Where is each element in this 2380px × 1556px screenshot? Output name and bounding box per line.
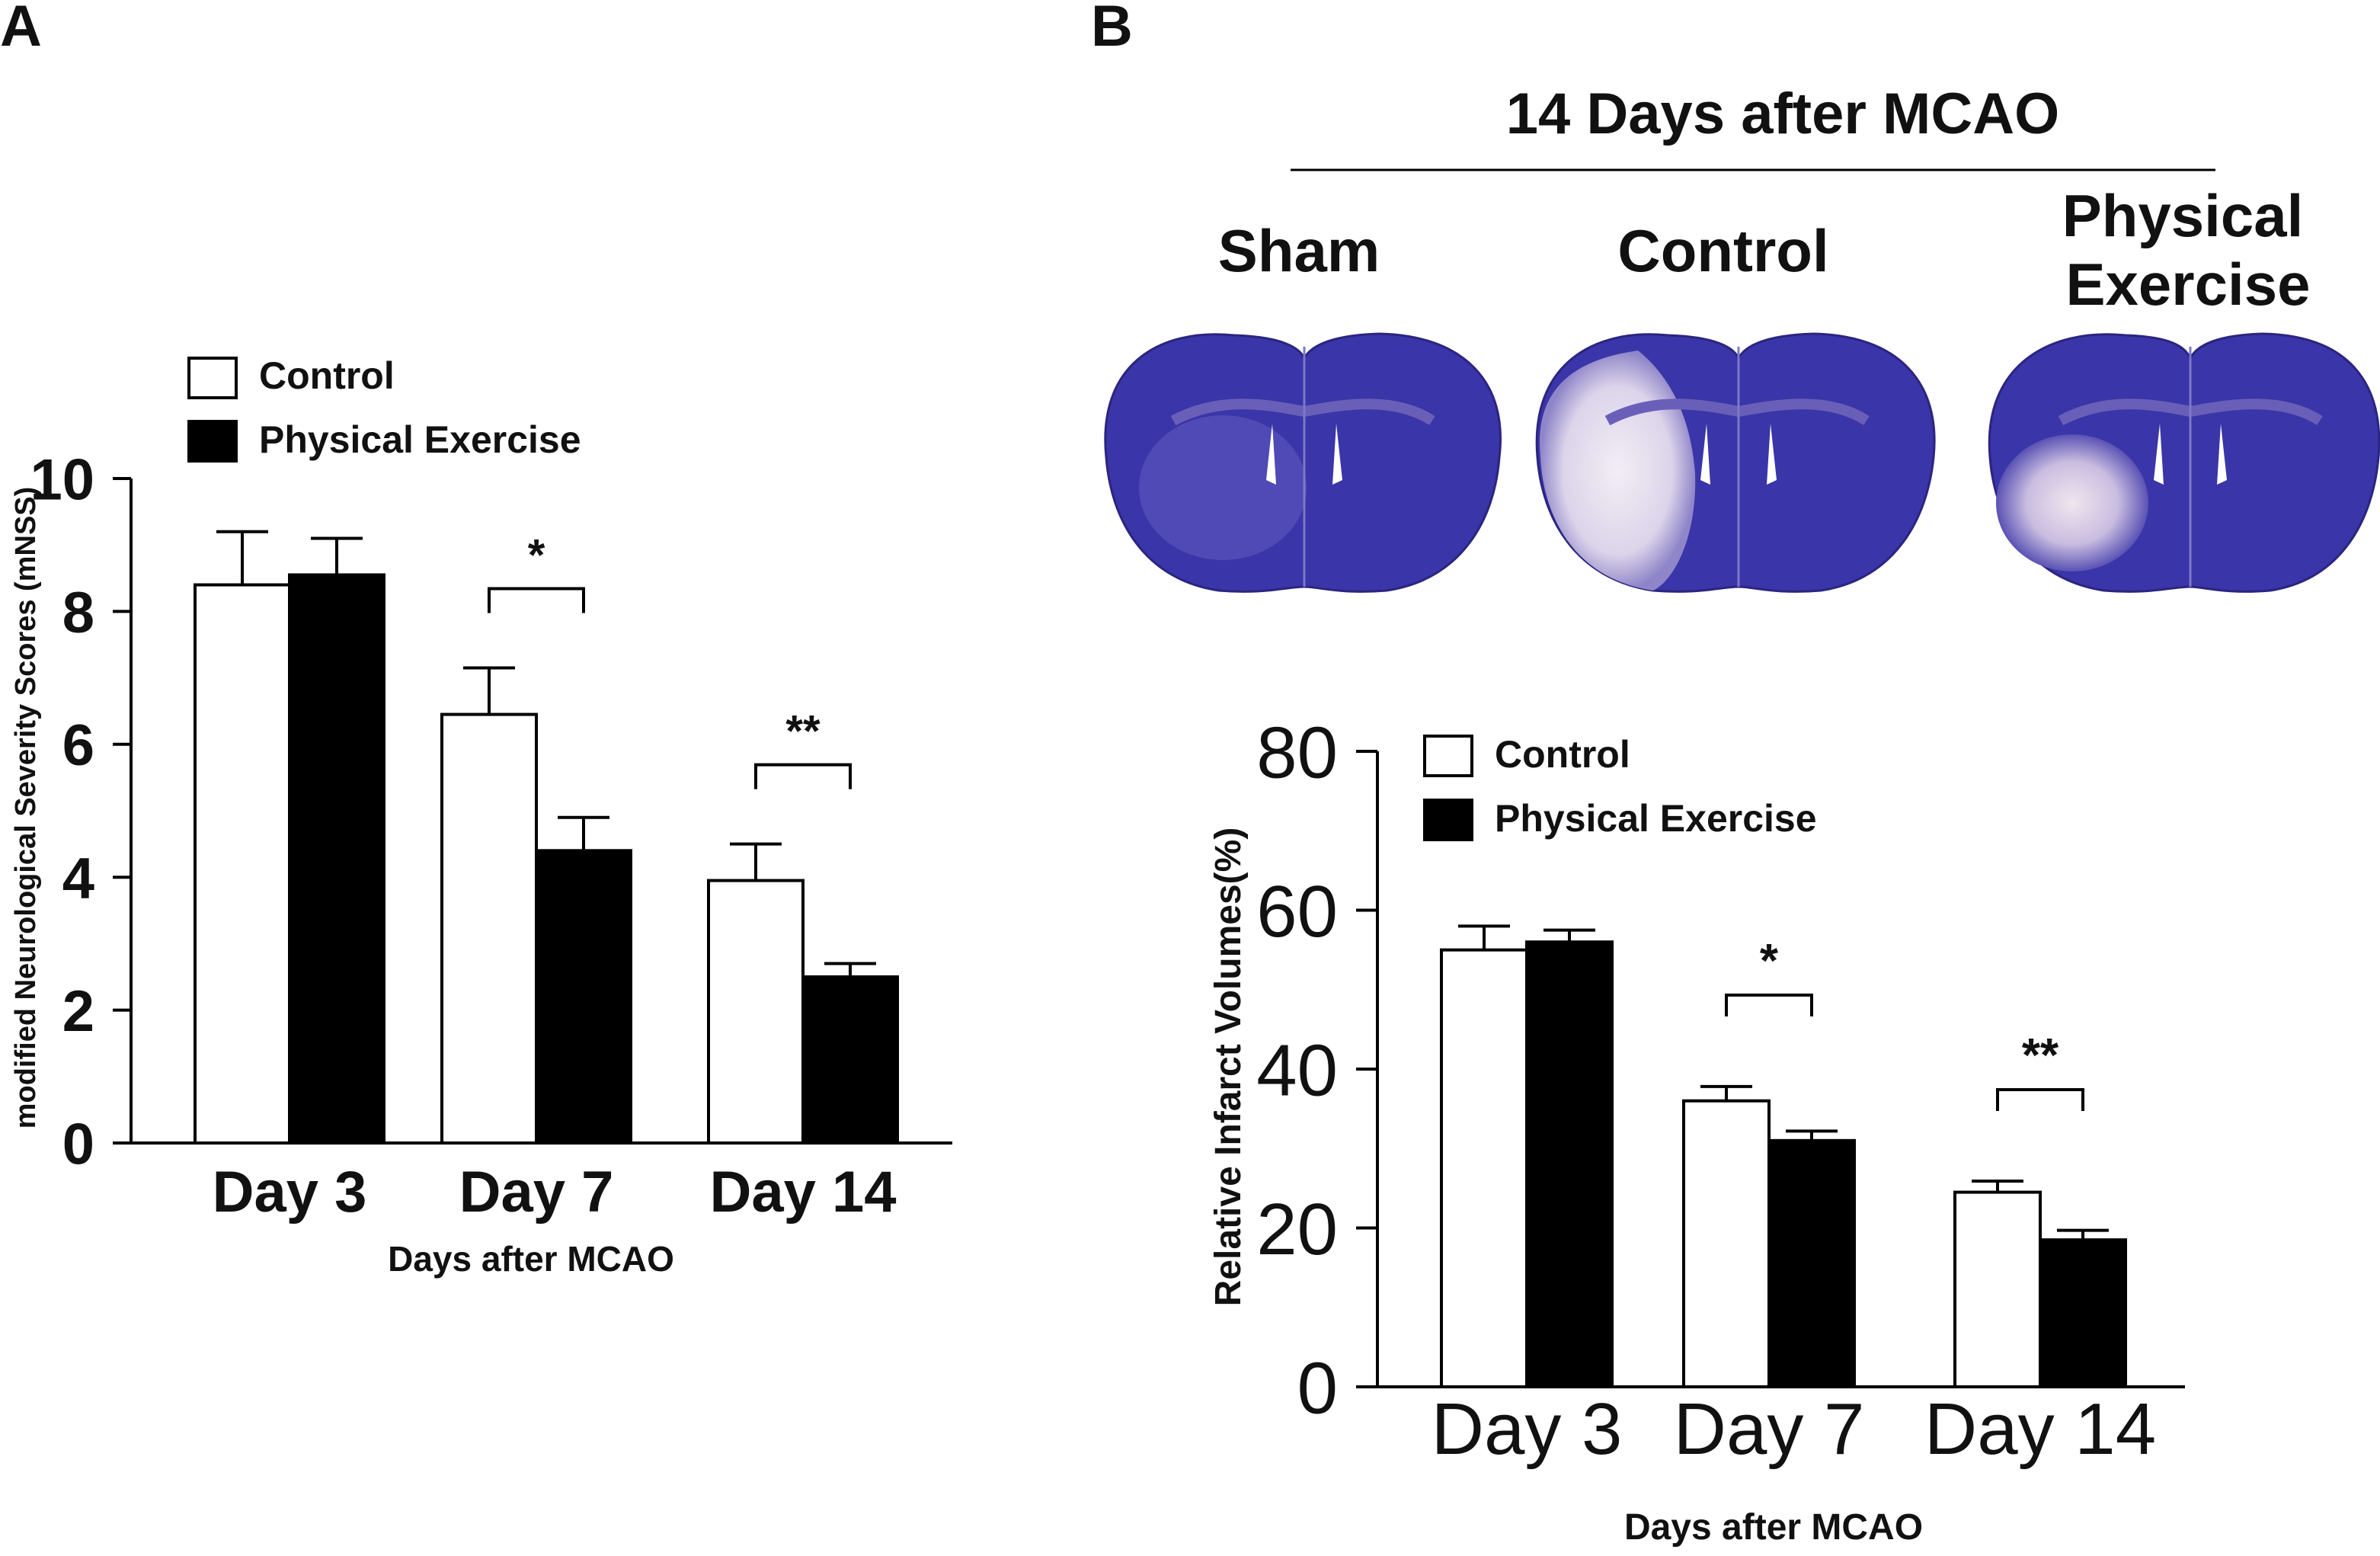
panel-b-chart: Control Physical Exercise Relative Infar… xyxy=(1208,712,2185,1548)
bar-control-day-7 xyxy=(440,712,538,1145)
panel-b-ylabel: Relative Infarct Volumes(%) xyxy=(1208,828,1249,1307)
significance-marker: * xyxy=(528,531,545,581)
section-label-exercise-line1: Physical xyxy=(2062,182,2304,249)
panel-a-chart: Control Physical Exercise modified Neuro… xyxy=(10,354,952,1279)
brain-section-exercise xyxy=(1988,332,2380,593)
significance-bracket xyxy=(488,587,585,613)
section-label-control: Control xyxy=(1617,217,1828,284)
y-tick-label: 6 xyxy=(62,713,94,778)
significance-marker: * xyxy=(1760,935,1779,988)
legend-label-exercise: Physical Exercise xyxy=(259,418,581,461)
y-tick-label: 40 xyxy=(1256,1030,1338,1112)
significance-marker: ** xyxy=(2022,1029,2059,1082)
panel-a-plot-area: 0 2 4 6 8 10 Day 3 Day 7 * Day 14 ** xyxy=(30,447,952,1225)
legend-swatch-control xyxy=(187,357,238,399)
panel-b-plot-area: 0 20 40 60 80 Day 3 Day 7 * Day 14 ** xyxy=(1256,712,2185,1470)
y-tick-label: 10 xyxy=(30,447,94,512)
section-label-sham: Sham xyxy=(1218,217,1380,284)
y-tick-label: 8 xyxy=(62,581,94,645)
bar-control-day-14 xyxy=(707,879,805,1145)
panel-a-letter: A xyxy=(0,0,42,59)
y-tick-label: 20 xyxy=(1256,1189,1338,1270)
significance-bracket xyxy=(754,763,852,789)
legend-label-exercise: Physical Exercise xyxy=(1495,797,1817,840)
x-tick-label: Day 3 xyxy=(1432,1388,1623,1470)
bar-exercise-day-14 xyxy=(2039,1238,2127,1388)
panel-a-xlabel: Days after MCAO xyxy=(388,1239,674,1279)
x-tick-label: Day 14 xyxy=(1924,1388,2156,1470)
bar-control-day-14 xyxy=(1953,1190,2042,1389)
x-tick-label: Day 7 xyxy=(459,1160,614,1225)
panel-b-legend: Control Physical Exercise xyxy=(1423,733,1817,841)
bar-control-day-3 xyxy=(194,583,291,1145)
x-tick-label: Day 7 xyxy=(1674,1388,1865,1470)
legend-label-control: Control xyxy=(259,354,395,397)
legend-swatch-exercise xyxy=(1423,799,1473,841)
bar-exercise-day-14 xyxy=(801,975,899,1145)
y-tick-label: 80 xyxy=(1256,712,1338,794)
y-tick-label: 0 xyxy=(62,1112,94,1177)
x-tick-label: Day 3 xyxy=(213,1160,367,1225)
section-label-exercise-line2: Exercise xyxy=(2066,251,2311,318)
panel-b-title: 14 Days after MCAO xyxy=(1506,82,2060,146)
brain-section-sham xyxy=(1104,332,1502,593)
significance-bracket xyxy=(1996,1087,2084,1111)
significance-bracket xyxy=(1725,993,1813,1017)
legend-swatch-exercise xyxy=(187,420,238,463)
panel-b-xlabel: Days after MCAO xyxy=(1624,1507,1923,1548)
bar-exercise-day-3 xyxy=(1525,940,1614,1388)
legend-label-control: Control xyxy=(1495,733,1630,776)
bar-control-day-7 xyxy=(1682,1099,1771,1388)
panel-a-legend: Control Physical Exercise xyxy=(187,354,581,463)
brain-section-control xyxy=(1535,332,1936,593)
y-tick-label: 2 xyxy=(62,979,94,1044)
bar-exercise-day-3 xyxy=(288,573,385,1145)
bar-exercise-day-7 xyxy=(1767,1138,1856,1388)
y-tick-label: 0 xyxy=(1297,1348,1338,1430)
x-tick-label: Day 14 xyxy=(709,1160,896,1225)
bar-control-day-3 xyxy=(1440,948,1528,1388)
y-tick-label: 60 xyxy=(1256,871,1338,952)
significance-marker: ** xyxy=(785,707,821,757)
y-tick-label: 4 xyxy=(62,847,94,911)
legend-swatch-control xyxy=(1423,735,1473,777)
panel-a-ylabel: modified Neurological Severity Scores (m… xyxy=(10,487,42,1129)
bar-exercise-day-7 xyxy=(535,849,632,1145)
panel-b-letter: B xyxy=(1091,0,1133,59)
